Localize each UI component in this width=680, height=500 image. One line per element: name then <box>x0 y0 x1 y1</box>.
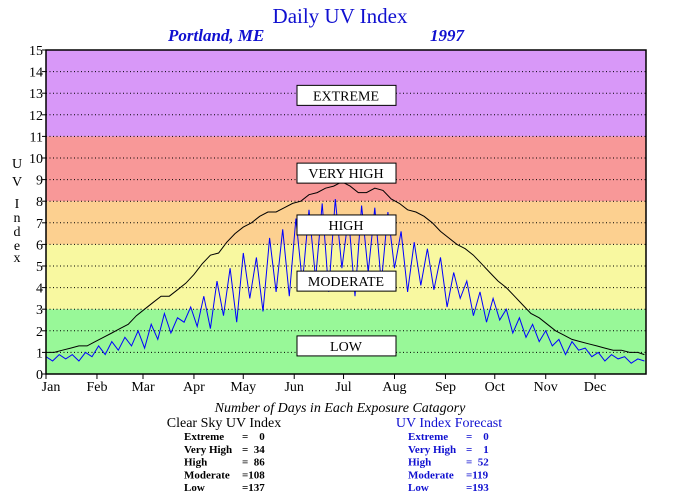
x-tick-label-mar: Mar <box>131 380 155 395</box>
summary-name: Moderate <box>408 469 454 481</box>
y-tick-label: 13 <box>29 87 43 102</box>
year-label: 1997 <box>430 26 466 45</box>
summary-value: =137 <box>242 482 265 494</box>
summary-name: Very High <box>184 444 232 456</box>
x-axis: Jan Feb Mar Apr May Jun Jul Aug Sep Oct Nov Dec <box>42 374 607 395</box>
summary-value: = 0 <box>466 431 489 443</box>
summary-value: = 52 <box>466 457 489 469</box>
band-label-extreme: EXTREME <box>313 89 379 104</box>
summary-value: = 86 <box>242 457 265 469</box>
y-tick-label: 11 <box>30 130 43 145</box>
summary-name: Extreme <box>184 431 224 443</box>
summary-name: Low <box>184 482 205 494</box>
band-label-low: LOW <box>330 340 363 355</box>
summary-title-clear-sky-uv-index: Clear Sky UV Index <box>167 416 281 431</box>
band-labels: LOW MODERATE HIGH VERY HIGH EXTREME <box>296 84 397 357</box>
y-tick-label: 14 <box>29 66 43 81</box>
y-axis-label-char: d <box>14 225 21 240</box>
x-tick-label-aug: Aug <box>382 380 406 395</box>
band-label-moderate: MODERATE <box>308 275 384 290</box>
summary-value: =108 <box>242 469 265 481</box>
y-axis-label-char: x <box>14 251 21 266</box>
band-label-high: HIGH <box>329 219 364 234</box>
band-label-very-high: VERY HIGH <box>308 167 383 182</box>
plot-frame <box>45 49 647 375</box>
y-axis-label-char: U <box>12 157 22 172</box>
series-line-forecast <box>45 198 645 364</box>
location-label: Portland, ME <box>167 26 264 45</box>
x-tick-label-jun: Jun <box>284 380 303 395</box>
summary-value: = 0 <box>242 431 265 443</box>
chart-title: Daily UV Index <box>273 4 408 28</box>
summary-value: =193 <box>466 482 489 494</box>
y-axis-label-char: e <box>14 239 20 254</box>
x-tick-label-jan: Jan <box>42 380 61 395</box>
band-label-box-moderate <box>296 270 397 292</box>
y-tick-label: 10 <box>29 152 43 167</box>
y-tick-label: 6 <box>36 238 43 253</box>
y-tick-label: 5 <box>36 260 43 275</box>
x-tick-label-nov: Nov <box>534 380 558 395</box>
y-tick-label: 1 <box>36 346 43 361</box>
uv-series <box>45 181 645 364</box>
x-tick-label-dec: Dec <box>584 380 607 395</box>
series-line-clear_sky <box>46 181 645 356</box>
x-tick-label-jul: Jul <box>335 380 351 395</box>
y-tick-label: 15 <box>29 44 43 59</box>
x-tick-label-may: May <box>230 380 256 395</box>
y-axis-label-char: n <box>14 211 21 226</box>
summary-name: Extreme <box>408 431 448 443</box>
y-axis-label-char: I <box>15 197 20 212</box>
band-label-box-very-high <box>296 162 397 184</box>
exposure-caption: Number of Days in Each Exposure Catagory <box>214 401 466 416</box>
y-tick-label: 12 <box>29 109 43 124</box>
y-tick-label: 2 <box>36 325 43 340</box>
y-tick-label: 4 <box>36 282 43 297</box>
summary-name: High <box>184 457 207 469</box>
y-axis-label-char: V <box>12 175 22 190</box>
band-label-box-high <box>296 214 397 236</box>
summary-title-uv-index-forecast: UV Index Forecast <box>396 416 502 431</box>
x-tick-label-oct: Oct <box>485 380 505 395</box>
y-tick-label: 7 <box>36 217 43 232</box>
summary-name: Moderate <box>184 469 230 481</box>
summary-name: Low <box>408 482 429 494</box>
summary-name: High <box>408 457 431 469</box>
summary-name: Very High <box>408 444 456 456</box>
band-label-box-low <box>296 335 397 357</box>
x-tick-label-feb: Feb <box>86 380 107 395</box>
summary-value: = 34 <box>242 444 265 456</box>
x-tick-label-apr: Apr <box>183 380 205 395</box>
y-tick-label: 3 <box>36 303 43 318</box>
y-tick-label: 8 <box>36 195 43 210</box>
y-tick-label: 0 <box>36 368 43 383</box>
summary-value: = 1 <box>466 444 489 456</box>
band-label-box-extreme <box>296 84 397 106</box>
x-tick-label-sep: Sep <box>435 380 456 395</box>
summary-value: =119 <box>466 469 489 481</box>
y-tick-label: 9 <box>36 174 43 189</box>
